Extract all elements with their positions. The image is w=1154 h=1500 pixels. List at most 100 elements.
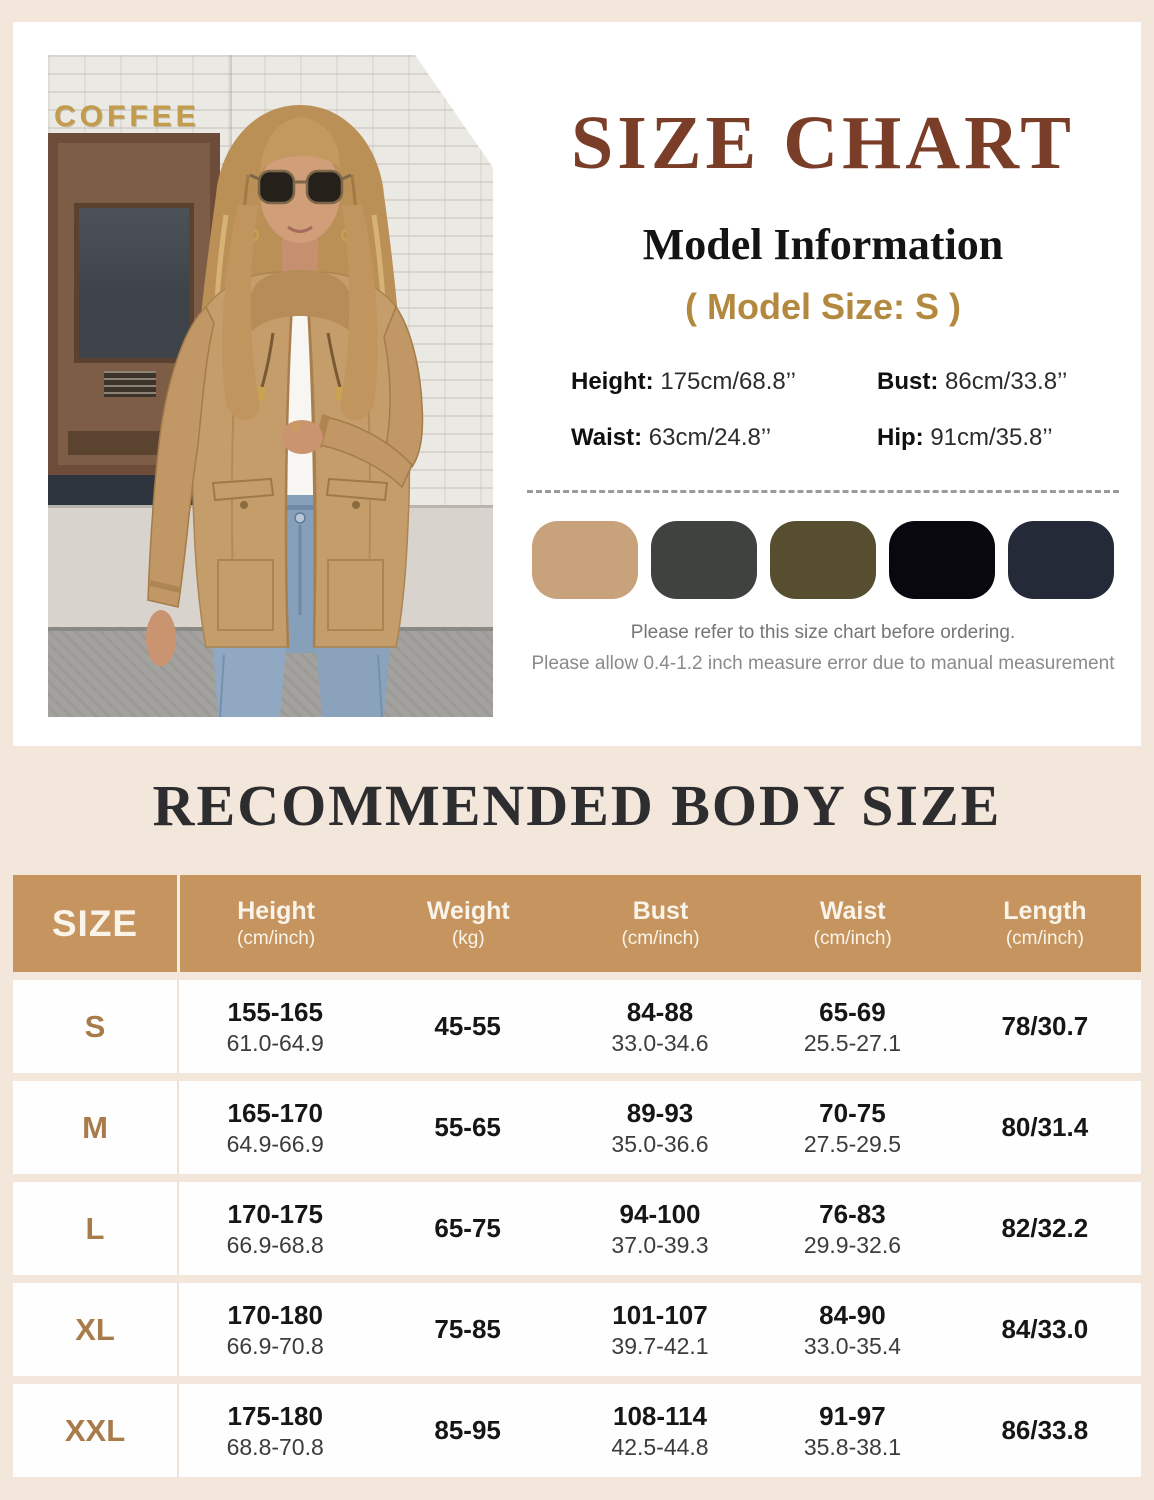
table-cell: 84/33.0 — [949, 1283, 1141, 1376]
table-cell: 82/32.2 — [949, 1182, 1141, 1275]
cell-sub-value: 66.9-68.8 — [226, 1231, 324, 1258]
cell-main-value: 45-55 — [434, 1011, 501, 1041]
cell-main-value: 94-100 — [619, 1198, 701, 1229]
row-size-label: XXL — [13, 1384, 179, 1477]
color-swatch-navy — [1008, 521, 1114, 599]
cell-main-value: 85-95 — [434, 1415, 501, 1445]
measurement-waist: Waist: 63cm/24.8’’ — [515, 424, 815, 452]
cell-sub-value: 37.0-39.3 — [611, 1231, 709, 1258]
table-row-xxl: XXL 175-180 68.8-70.8 85-95 108-114 42.5-44.8… — [13, 1384, 1141, 1477]
measurement-label: Bust: — [877, 368, 939, 395]
door-window — [74, 203, 194, 363]
table-cell: 170-180 66.9-70.8 — [179, 1283, 371, 1376]
table-row-xl: XL 170-180 66.9-70.8 75-85 101-107 39.7-42.1 8… — [13, 1283, 1141, 1376]
cell-main-value: 108-114 — [613, 1400, 707, 1431]
color-swatch-army-green — [770, 521, 876, 599]
table-cell: 84-88 33.0-34.6 — [564, 980, 756, 1073]
cell-main-value: 84/33.0 — [1001, 1314, 1089, 1344]
table-cell: 65-75 — [371, 1182, 563, 1275]
cell-main-value: 91-97 — [819, 1400, 886, 1431]
table-cell: 80/31.4 — [949, 1081, 1141, 1174]
column-unit: (kg) — [451, 928, 485, 949]
table-header-columns: Height (cm/inch) Weight (kg) Bust (cm/inch) Wa… — [180, 875, 1141, 972]
cell-sub-value: 33.0-35.4 — [803, 1332, 902, 1359]
row-cells: 175-180 68.8-70.8 85-95 108-114 42.5-44.8 91-… — [179, 1384, 1141, 1477]
column-header-bust: Bust (cm/inch) — [564, 875, 756, 972]
table-cell: 84-90 33.0-35.4 — [756, 1283, 948, 1376]
cell-sub-value: 68.8-70.8 — [226, 1433, 324, 1460]
column-unit: (cm/inch) — [1005, 928, 1084, 949]
row-cells: 155-165 61.0-64.9 45-55 84-88 33.0-34.6 65-69… — [179, 980, 1141, 1073]
table-cell: 165-170 64.9-66.9 — [179, 1081, 371, 1174]
measurement-hip: Hip: 91cm/35.8’’ — [831, 424, 1131, 452]
cell-main-value: 55-65 — [434, 1112, 501, 1142]
cell-main-value: 84-88 — [626, 996, 694, 1027]
table-cell: 108-114 42.5-44.8 — [564, 1384, 756, 1477]
cell-sub-value: 42.5-44.8 — [611, 1433, 709, 1460]
table-cell: 85-95 — [371, 1384, 563, 1477]
table-cell: 175-180 68.8-70.8 — [179, 1384, 371, 1477]
column-header-height: Height (cm/inch) — [180, 875, 372, 972]
table-row-l: L 170-175 66.9-68.8 65-75 94-100 37.0-39.3 76-… — [13, 1182, 1141, 1275]
cell-main-value: 82/32.2 — [1001, 1213, 1089, 1243]
cell-sub-value: 25.5-27.1 — [803, 1029, 902, 1056]
cell-sub-value: 29.9-32.6 — [803, 1231, 902, 1258]
cell-sub-value: 27.5-29.5 — [803, 1130, 902, 1157]
measurement-bust: Bust: 86cm/33.8’’ — [831, 368, 1131, 396]
table-header-row: SIZE Height (cm/inch) Weight (kg) Bust (cm/in… — [13, 875, 1141, 972]
table-cell: 170-175 66.9-68.8 — [179, 1182, 371, 1275]
top-card: COFFEE — [13, 22, 1141, 746]
column-header-weight: Weight (kg) — [372, 875, 564, 972]
cell-sub-value: 39.7-42.1 — [611, 1332, 709, 1359]
cell-main-value: 86/33.8 — [1001, 1415, 1089, 1445]
recommended-body-size-heading: RECOMMENDED BODY SIZE — [152, 773, 1002, 838]
row-cells: 170-175 66.9-68.8 65-75 94-100 37.0-39.3 76-8… — [179, 1182, 1141, 1275]
cell-main-value: 170-175 — [227, 1198, 323, 1229]
table-cell: 91-97 35.8-38.1 — [756, 1384, 948, 1477]
row-size-label: S — [13, 980, 179, 1073]
cell-main-value: 175-180 — [227, 1400, 323, 1431]
row-cells: 170-180 66.9-70.8 75-85 101-107 39.7-42.1 84-… — [179, 1283, 1141, 1376]
size-chart-title: SIZE CHART — [570, 101, 1075, 185]
table-cell: 75-85 — [371, 1283, 563, 1376]
measurement-height: Height: 175cm/68.8’’ — [515, 368, 815, 396]
table-cell: 94-100 37.0-39.3 — [564, 1182, 756, 1275]
row-size-label: L — [13, 1182, 179, 1275]
column-unit: (cm/inch) — [237, 928, 316, 949]
color-swatches — [505, 521, 1141, 599]
size-chart-info-panel: SIZE CHART Model Information ( Model Siz… — [505, 52, 1141, 679]
table-header-size: SIZE — [13, 875, 180, 972]
table-cell: 86/33.8 — [949, 1384, 1141, 1477]
cell-sub-value: 35.8-38.1 — [803, 1433, 902, 1460]
table-cell: 101-107 39.7-42.1 — [564, 1283, 756, 1376]
measurement-label: Waist: — [571, 424, 643, 451]
color-swatch-khaki — [532, 521, 638, 599]
cell-sub-value: 33.0-34.6 — [611, 1029, 709, 1056]
cell-main-value: 165-170 — [227, 1097, 323, 1128]
cell-main-value: 170-180 — [227, 1299, 323, 1330]
table-cell: 70-75 27.5-29.5 — [756, 1081, 948, 1174]
column-header-length: Length (cm/inch) — [949, 875, 1141, 972]
column-label: Bust — [632, 897, 689, 925]
note-measure-error: Please allow 0.4-1.2 inch measure error … — [531, 653, 1115, 674]
row-size-label: M — [13, 1081, 179, 1174]
table-cell: 55-65 — [371, 1081, 563, 1174]
dashed-divider — [527, 490, 1119, 493]
cell-main-value: 155-165 — [227, 996, 323, 1027]
measurement-value: 175cm/68.8’’ — [653, 368, 796, 395]
row-size-label: XL — [13, 1283, 179, 1376]
column-label: Height — [237, 897, 315, 925]
column-header-waist: Waist (cm/inch) — [757, 875, 949, 972]
column-label: Waist — [819, 897, 886, 925]
cell-sub-value: 64.9-66.9 — [226, 1130, 324, 1157]
row-cells: 165-170 64.9-66.9 55-65 89-93 35.0-36.6 70-75… — [179, 1081, 1141, 1174]
coffee-sign-text: COFFEE — [54, 100, 200, 133]
table-cell: 78/30.7 — [949, 980, 1141, 1073]
model-figure — [146, 105, 424, 717]
cell-main-value: 80/31.4 — [1001, 1112, 1089, 1142]
table-cell: 155-165 61.0-64.9 — [179, 980, 371, 1073]
model-information-heading: Model Information — [642, 220, 1004, 269]
table-row-m: M 165-170 64.9-66.9 55-65 89-93 35.0-36.6 70-7… — [13, 1081, 1141, 1174]
cell-main-value: 65-75 — [434, 1213, 501, 1243]
cell-sub-value: 66.9-70.8 — [226, 1332, 324, 1359]
